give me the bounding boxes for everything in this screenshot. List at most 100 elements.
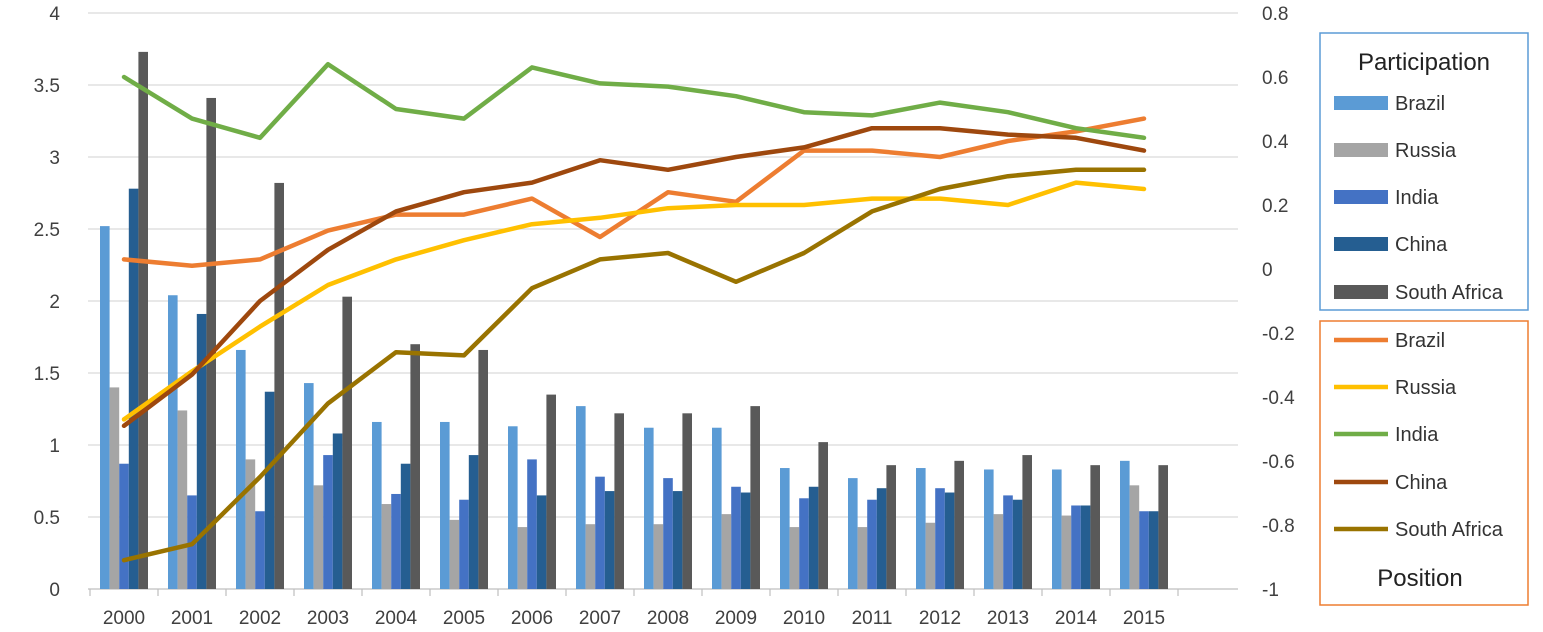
bar-china [604,491,615,589]
bar-south-africa [546,394,556,589]
legend-label: Russia [1395,377,1457,399]
left-axis-tick-label: 0 [49,580,60,601]
bar-russia [993,514,1004,589]
right-axis-tick-label: -0.6 [1262,452,1295,473]
bar-south-africa [750,406,760,589]
bar-india [255,511,265,589]
legend-position-box [1319,320,1529,606]
legend-participation-title: Participation [1358,49,1490,76]
bar-south-africa [206,97,216,590]
left-axis-tick-label: 0.5 [34,508,60,529]
legend-label: South Africa [1395,282,1504,304]
x-axis-tick-label: 2006 [511,608,553,627]
bar-south-africa [138,51,148,589]
line-india [121,61,1147,141]
left-axis-tick-label: 1 [49,436,60,457]
bar-south-africa [818,442,828,589]
bar-russia [245,459,256,589]
bar-india [391,493,401,589]
bar-brazil [372,421,382,589]
bar-india [323,455,333,589]
bar-south-africa [1090,465,1100,589]
bar-brazil [712,427,722,589]
bar-brazil [168,295,178,589]
bar-brazil [1052,469,1062,589]
bar-brazil [644,427,654,589]
legend-label: China [1395,234,1448,256]
left-axis-tick-label: 2 [49,292,60,313]
bar-india [663,478,673,589]
left-axis-tick-label: 3.5 [34,76,60,97]
x-axis-tick-label: 2000 [103,608,145,627]
x-axis-tick-label: 2014 [1055,608,1098,627]
right-axis-tick-label: -0.8 [1262,516,1295,537]
bar-china [808,486,819,589]
bar-brazil [1120,460,1130,589]
left-axis-tick-label: 2.5 [34,220,60,241]
bar-india [1139,511,1149,589]
bar-india [867,499,877,589]
bar-china [672,491,683,589]
right-axis-tick-label: -0.4 [1262,388,1295,409]
legend-label: India [1395,187,1439,209]
bar-india [1003,495,1013,589]
bar-russia [721,514,732,589]
bar-russia [585,524,596,589]
bar-brazil [508,426,518,589]
bar-russia [1061,515,1072,589]
bar-south-africa [342,296,352,589]
bar-india [935,488,945,589]
bar-south-africa [478,349,488,589]
x-axis-tick-label: 2010 [783,608,825,627]
right-axis-tick-label: 0 [1262,260,1273,281]
x-axis-tick-label: 2013 [987,608,1029,627]
x-axis-tick-label: 2011 [852,608,893,627]
bar-india [731,486,741,589]
legend-swatch-bar [1334,237,1388,251]
right-axis-tick-label: -1 [1262,580,1279,601]
bar-south-africa [1158,465,1168,589]
bar-russia [177,410,188,589]
bar-russia [517,527,528,589]
bar-south-africa [274,182,284,590]
bar-brazil [440,421,450,589]
bar-russia [653,524,664,589]
legend-swatch-bar [1334,143,1388,157]
bar-china [944,492,955,589]
legend-swatch-bar [1334,96,1388,110]
bar-china [1012,499,1023,589]
bar-india [459,499,469,589]
bar-south-africa [614,413,624,589]
bar-brazil [780,468,790,589]
bar-brazil [100,226,110,589]
bar-india [1071,505,1081,589]
line-south-africa [121,167,1147,563]
line-china [121,125,1147,429]
bar-china [1148,511,1159,589]
x-axis-tick-label: 2008 [647,608,689,627]
x-axis-tick-label: 2001 [171,608,213,627]
bar-russia [857,527,868,589]
x-axis-tick-label: 2007 [579,608,621,627]
right-axis-tick-label: 0.6 [1262,68,1288,89]
bar-india [595,476,605,589]
bar-china [876,488,887,589]
bar-brazil [848,478,858,589]
legend-participation-box [1319,32,1529,311]
bar-china [196,313,207,589]
bar-china [1080,505,1091,589]
bar-brazil [576,406,586,589]
line-russia [121,180,1147,422]
bar-china [536,495,547,589]
bar-russia [789,527,800,589]
x-axis-tick-label: 2004 [375,608,418,627]
x-axis-tick-label: 2009 [715,608,757,627]
bar-china [264,391,275,589]
legend-swatch-bar [1334,190,1388,204]
legend-label: Brazil [1395,93,1445,115]
x-axis-tick-label: 2015 [1123,608,1165,627]
right-axis-tick-label: 0.4 [1262,132,1289,153]
bar-south-africa [886,465,896,589]
